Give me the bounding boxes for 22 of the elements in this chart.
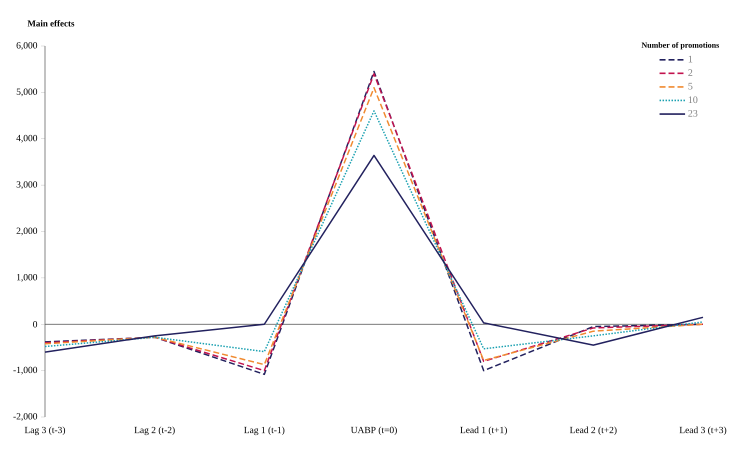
y-tick-label: 5,000 <box>16 88 38 96</box>
y-tick-label: -1,000 <box>13 366 38 374</box>
legend-label: 10 <box>688 96 698 104</box>
y-tick-label: 6,000 <box>16 42 38 50</box>
x-tick-label: Lead 3 (t+3) <box>680 426 726 436</box>
legend-label: 23 <box>688 110 698 117</box>
y-tick-label: 0 <box>33 321 38 328</box>
y-tick-label: -2,000 <box>13 413 38 421</box>
legend-label: 5 <box>688 82 692 90</box>
legend-label: 2 <box>688 69 692 76</box>
x-tick-label: Lead 1 (t+1) <box>460 426 507 436</box>
x-tick-label: UABP (t=0) <box>350 426 397 436</box>
y-tick-label: 2,000 <box>16 228 38 236</box>
x-tick-label: Lag 3 (t-3) <box>24 426 66 436</box>
x-tick-label: Lag 2 (t-2) <box>134 426 175 436</box>
y-tick-label: 4,000 <box>16 134 38 143</box>
y-tick-label: 1,000 <box>17 274 38 282</box>
x-tick-label: Lead 2 (t+2) <box>570 426 617 436</box>
y-tick-label: 3,000 <box>16 181 38 189</box>
x-tick-label: Lag 1 (t-1) <box>244 426 284 436</box>
y-axis-title: Main effects <box>28 20 74 26</box>
legend-label: 1 <box>688 56 692 62</box>
